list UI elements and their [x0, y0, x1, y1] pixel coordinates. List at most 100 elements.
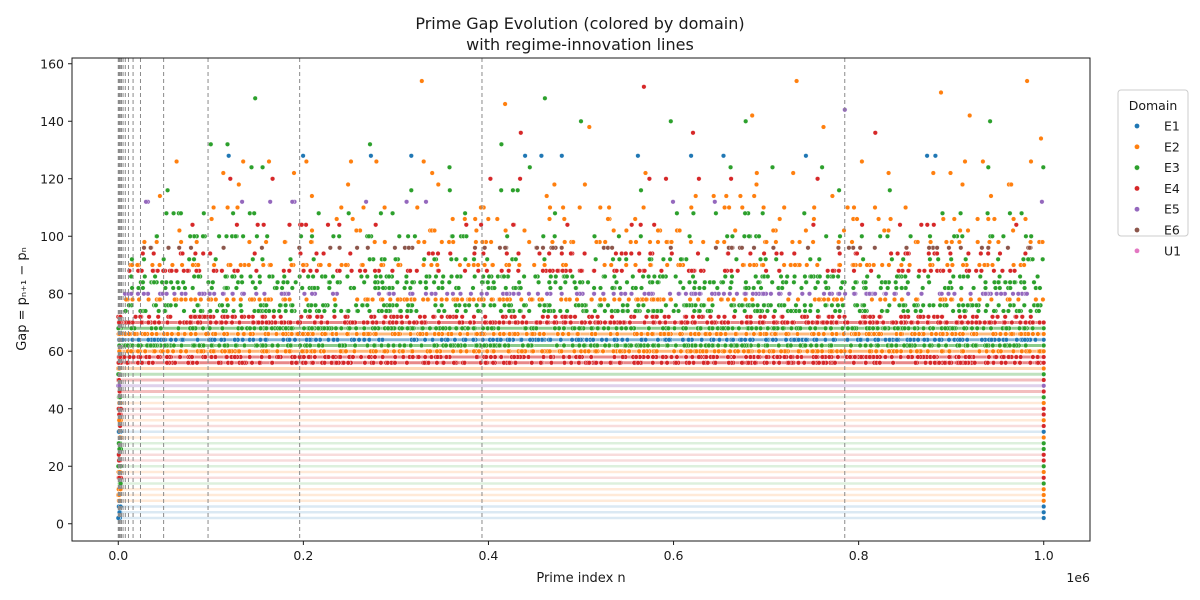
record-gap-point [749, 112, 755, 118]
scatter-point [975, 239, 981, 245]
scatter-point [413, 308, 419, 314]
scatter-point [430, 337, 436, 343]
y-axis-label: Gap = pₙ₊₁ − pₙ [15, 247, 30, 351]
scatter-point [476, 348, 482, 354]
scatter-point [847, 354, 853, 360]
scatter-point [957, 337, 963, 343]
scatter-point [190, 325, 196, 331]
scatter-point [324, 320, 330, 326]
scatter-point [175, 279, 181, 285]
scatter-point [600, 348, 606, 354]
scatter-point [1041, 458, 1047, 464]
scatter-point [247, 274, 253, 280]
scatter-point [382, 314, 388, 320]
scatter-point [562, 320, 568, 326]
scatter-point [1035, 331, 1041, 337]
scatter-point [182, 331, 188, 337]
scatter-point [269, 360, 275, 366]
scatter-point [698, 325, 704, 331]
scatter-point [300, 262, 306, 268]
scatter-point [500, 314, 506, 320]
scatter-point [620, 308, 626, 314]
legend-title: Domain [1129, 98, 1178, 113]
scatter-point [746, 233, 752, 239]
scatter-point [983, 285, 989, 291]
scatter-point [739, 343, 745, 349]
scatter-point [246, 314, 252, 320]
scatter-point [577, 204, 583, 210]
scatter-point [643, 297, 649, 303]
scatter-point [706, 343, 712, 349]
scatter-point [251, 210, 257, 216]
scatter-point [521, 302, 527, 308]
scatter-point [557, 308, 563, 314]
scatter-point [786, 291, 792, 297]
scatter-point [589, 314, 595, 320]
scatter-point [942, 325, 948, 331]
scatter-point [797, 343, 803, 349]
scatter-point [635, 297, 641, 303]
scatter-point [332, 314, 338, 320]
scatter-point [276, 308, 282, 314]
scatter-point [133, 314, 139, 320]
scatter-point [531, 262, 537, 268]
scatter-point [788, 325, 794, 331]
scatter-point [872, 204, 878, 210]
record-gap-point [1038, 135, 1044, 141]
scatter-point [362, 268, 368, 274]
scatter-point [816, 256, 822, 262]
scatter-point [836, 239, 842, 245]
scatter-point [628, 239, 634, 245]
scatter-point [392, 354, 398, 360]
scatter-point [475, 262, 481, 268]
scatter-point [836, 187, 842, 193]
scatter-point [582, 250, 588, 256]
scatter-point [961, 325, 967, 331]
scatter-point [832, 360, 838, 366]
scatter-point [1041, 417, 1047, 423]
scatter-point [939, 291, 945, 297]
scatter-points-layer [115, 78, 1047, 521]
scatter-point [482, 314, 488, 320]
scatter-point [160, 348, 166, 354]
scatter-point [642, 291, 648, 297]
scatter-point [804, 348, 810, 354]
scatter-point [936, 337, 942, 343]
scatter-point [145, 291, 151, 297]
scatter-point [345, 181, 351, 187]
scatter-point [502, 343, 508, 349]
scatter-point [701, 285, 707, 291]
scatter-point [739, 204, 745, 210]
scatter-point [608, 320, 614, 326]
scatter-point [176, 245, 182, 251]
scatter-point [774, 250, 780, 256]
scatter-point [548, 337, 554, 343]
scatter-point [552, 210, 558, 216]
scatter-point [421, 239, 427, 245]
scatter-point [768, 291, 774, 297]
scatter-point [439, 314, 445, 320]
scatter-point [179, 262, 185, 268]
scatter-point [247, 354, 253, 360]
scatter-point [251, 308, 257, 314]
scatter-point [925, 348, 931, 354]
scatter-point [735, 268, 741, 274]
scatter-point [799, 291, 805, 297]
scatter-point [1012, 360, 1018, 366]
scatter-point [354, 245, 360, 251]
scatter-point [797, 239, 803, 245]
scatter-point [927, 262, 933, 268]
scatter-point [755, 354, 761, 360]
scatter-point [938, 297, 944, 303]
scatter-point [894, 274, 900, 280]
scatter-point [816, 297, 822, 303]
scatter-point [688, 153, 694, 159]
scatter-point [544, 193, 550, 199]
scatter-point [908, 348, 914, 354]
scatter-point [173, 302, 179, 308]
scatter-point [312, 320, 318, 326]
scatter-point [209, 285, 215, 291]
scatter-point [172, 297, 178, 303]
scatter-point [1027, 348, 1033, 354]
scatter-point [523, 325, 529, 331]
